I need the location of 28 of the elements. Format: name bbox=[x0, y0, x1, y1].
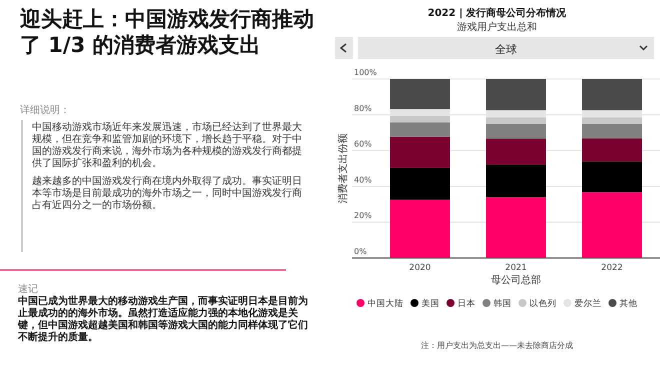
text: 详细说明： bbox=[20, 104, 70, 117]
legend-label: 其他 bbox=[620, 298, 638, 309]
y-tick-label: 20% bbox=[354, 211, 372, 220]
x-tick-label: 2021 bbox=[505, 263, 527, 273]
chart-subtitle: 游戏用户支出总和 bbox=[457, 21, 537, 33]
chart-title: 2022 | 发行商母公司分布情况 bbox=[428, 7, 568, 19]
legend-label: 爱尔兰 bbox=[574, 298, 602, 309]
y-tick-label: 40% bbox=[354, 175, 372, 184]
x-tick-label: 2022 bbox=[601, 263, 623, 273]
text: 迎头赶上：中国游戏发行商推动了 1/3 的消费者游戏支出 bbox=[20, 6, 315, 58]
legend-label: 以色列 bbox=[530, 298, 556, 309]
x-tick-label: 2020 bbox=[409, 263, 431, 273]
y-tick-label: 60% bbox=[354, 140, 372, 149]
text: 越来越多的中国游戏发行商在境内外取得了成功。事实证明日本等市场是目前最成功的海外市场之一，同时中国游戏发行商占有近四分之一的市场份额。 bbox=[32, 176, 303, 212]
text: 速记 bbox=[18, 282, 38, 296]
x-axis-title: 母公司总部 bbox=[491, 274, 541, 286]
y-axis-title: 消费者支出份额 bbox=[337, 134, 349, 204]
legend-label: 日本 bbox=[458, 298, 476, 309]
y-tick-label: 80% bbox=[354, 104, 372, 113]
text: 中国移动游戏市场近年来发展迅速，市场已经达到了世界最大规模，但在竞争和监管加剧的环境下，增长趋于平稳。对于中国的游戏发行商来说，海外市场为各种规模的游戏发行商都提供了国际扩张和盈利的机会。 bbox=[32, 122, 303, 170]
y-tick-label: 100% bbox=[354, 68, 378, 77]
text: 中国已成为世界最大的移动游戏生产国，而事实证明日本是目前为止最成功的的海外市场。虽然打造适应能力强的本地化游戏是关键，但中国游戏超越美国和韩国等游戏大国的能力同样体现了它们不断提升的质量。 bbox=[18, 296, 309, 344]
text: 注：用户支出为总支出——未去除商店分成 bbox=[421, 341, 573, 350]
legend-label: 中国大陆 bbox=[368, 298, 404, 309]
legend-label: 韩国 bbox=[494, 298, 512, 309]
text: 全球 bbox=[495, 43, 517, 56]
y-tick-label: 0% bbox=[354, 247, 368, 256]
legend-label: 美国 bbox=[422, 298, 440, 309]
